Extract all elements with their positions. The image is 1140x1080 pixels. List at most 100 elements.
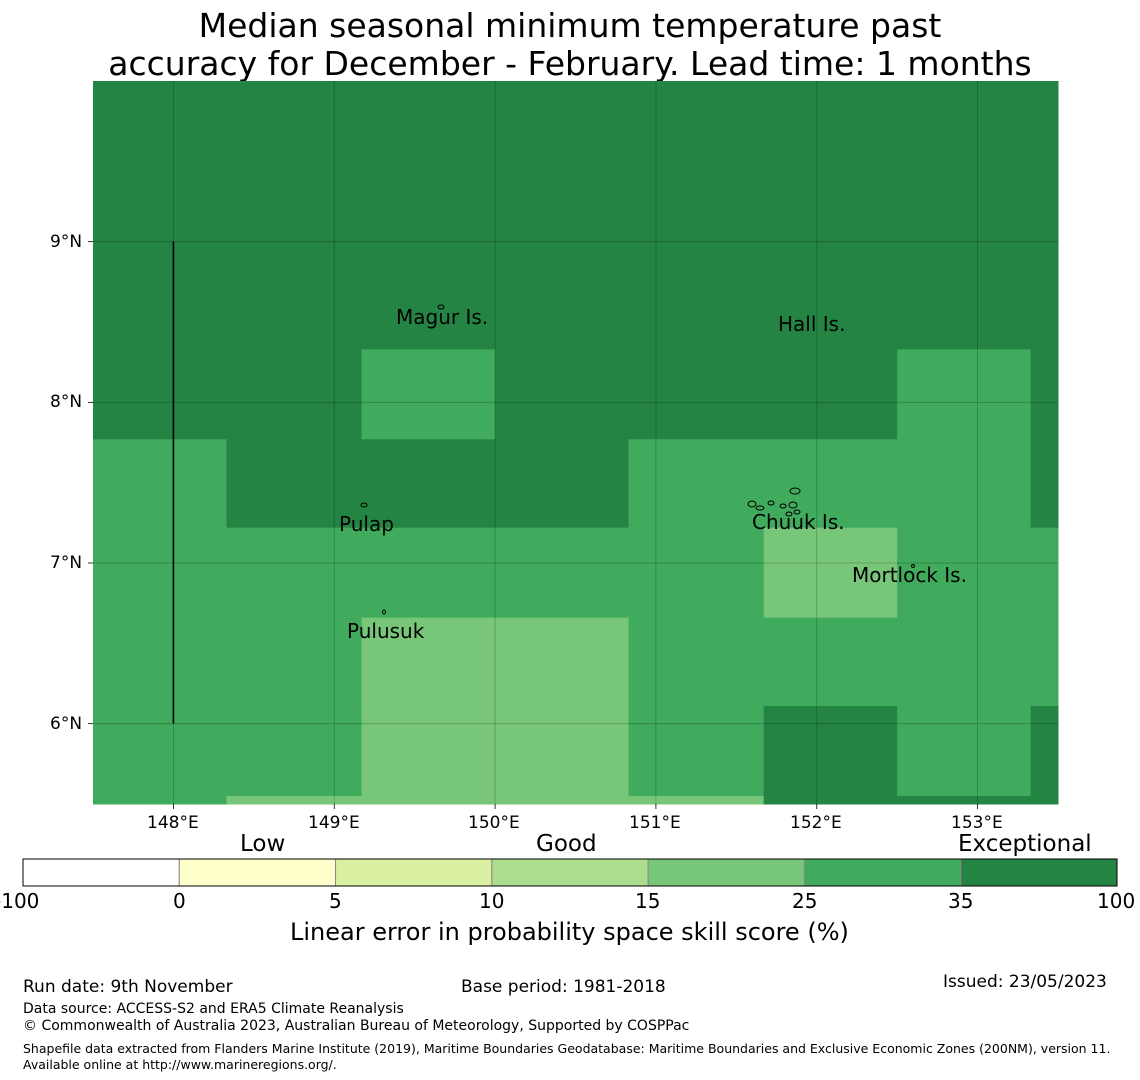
place-label-pulusuk: Pulusuk (347, 619, 425, 643)
run-date: Run date: 9th November (23, 977, 233, 997)
colorbar-segment (335, 858, 493, 887)
skill-cell (495, 81, 630, 350)
colorbar-tick-100: 100 (1097, 889, 1136, 913)
lon-label-150e: 150°E (468, 813, 520, 833)
island-outline (789, 487, 801, 495)
lon-label-153e: 153°E (951, 813, 1003, 833)
skill-cell (226, 527, 363, 619)
skill-cell (93, 795, 227, 805)
skill-cell (763, 349, 898, 440)
skill-cell (628, 617, 765, 707)
skill-cell (1030, 795, 1059, 805)
colorbar-tick-minus100: -100 (0, 889, 40, 913)
place-label-pulap: Pulap (339, 512, 394, 536)
skill-cell (1030, 527, 1059, 619)
skill-cell (763, 795, 898, 805)
place-label-magur: Magur Is. (396, 305, 489, 329)
skill-cell (1030, 349, 1059, 440)
lon-label-149e: 149°E (308, 813, 360, 833)
map-title-line-2: accuracy for December - February. Lead t… (108, 44, 1032, 83)
colorbar-tick-15: 15 (635, 889, 661, 913)
skill-cell (763, 705, 898, 797)
colorbar-caption: Linear error in probability space skill … (290, 918, 849, 946)
skill-cell (897, 705, 1032, 797)
skill-cell (763, 81, 898, 350)
skill-cell (897, 349, 1032, 440)
skill-cell (93, 617, 227, 707)
skill-cell (628, 527, 765, 619)
colorbar-segment (22, 858, 180, 887)
graticule (88, 81, 1058, 809)
skill-cell (361, 527, 496, 619)
skill-cell (226, 795, 363, 805)
skill-cell (897, 795, 1032, 805)
skill-cell (93, 81, 227, 350)
map-title-line-1: Median seasonal minimum temperature past (198, 6, 942, 45)
island-outline (767, 500, 775, 506)
lat-label-9n: 9°N (50, 232, 83, 252)
skill-cell (361, 439, 496, 529)
skill-cell (1030, 705, 1059, 797)
island-outline (755, 505, 765, 511)
skill-cell (628, 81, 765, 350)
colorbar-segment (491, 858, 649, 887)
issued-date: Issued: 23/05/2023 (943, 972, 1107, 992)
skill-cell (93, 349, 227, 440)
skill-grid-cells (93, 81, 1059, 805)
island-outline (747, 500, 757, 508)
skill-cell (361, 705, 496, 797)
shapefile-credit: Shapefile data extracted from Flanders M… (23, 1041, 1111, 1072)
island-outline (785, 511, 793, 517)
data-source: Data source: ACCESS-S2 and ERA5 Climate … (23, 1001, 404, 1017)
island-outline (382, 609, 386, 615)
skill-cell (1030, 617, 1059, 707)
lon-label-151e: 151°E (629, 813, 681, 833)
colorbar-tick-35: 35 (948, 889, 974, 913)
skill-cell (628, 705, 765, 797)
skill-cell (628, 439, 765, 529)
skill-cell (226, 705, 363, 797)
colorbar-segment (647, 858, 805, 887)
island-outline (437, 304, 445, 310)
lon-label-152e: 152°E (790, 813, 842, 833)
lat-label-6n: 6°N (50, 714, 83, 734)
skill-cell (1030, 81, 1059, 350)
place-label-mortlock: Mortlock Is. (852, 563, 967, 587)
skill-cell (897, 617, 1032, 707)
skill-cell (93, 439, 227, 529)
skill-cell (763, 617, 898, 707)
base-period: Base period: 1981-2018 (461, 977, 666, 997)
colorbar-segment (960, 858, 1118, 887)
colorbar-tick-10: 10 (479, 889, 505, 913)
lon-label-148e: 148°E (147, 813, 199, 833)
colorbar-frame (22, 858, 1118, 887)
category-label-good: Good (536, 831, 597, 857)
skill-cell (897, 81, 1032, 350)
island-outline (788, 501, 798, 509)
skill-cell (226, 617, 363, 707)
skill-cell (226, 81, 363, 350)
lat-label-7n: 7°N (50, 553, 83, 573)
lat-label-8n: 8°N (50, 392, 83, 412)
skill-map (22, 81, 1118, 887)
place-label-hall: Hall Is. (778, 312, 846, 336)
colorbar (22, 858, 1118, 887)
skill-cell (495, 349, 630, 440)
colorbar-segment (178, 858, 337, 887)
skill-cell (226, 349, 363, 440)
skill-cell (495, 527, 630, 619)
skill-cell (628, 349, 765, 440)
skill-cell (628, 795, 765, 805)
category-label-low: Low (240, 831, 286, 857)
skill-cell (361, 795, 496, 805)
island-outline (360, 502, 368, 508)
copyright: © Commonwealth of Australia 2023, Austra… (23, 1018, 690, 1034)
colorbar-tick-5: 5 (329, 889, 342, 913)
skill-cell (361, 81, 496, 350)
island-outline (911, 564, 915, 568)
skill-cell (495, 617, 630, 707)
skill-cell (93, 527, 227, 619)
skill-cell (897, 439, 1032, 529)
skill-cell (495, 705, 630, 797)
skill-cell (361, 349, 496, 440)
